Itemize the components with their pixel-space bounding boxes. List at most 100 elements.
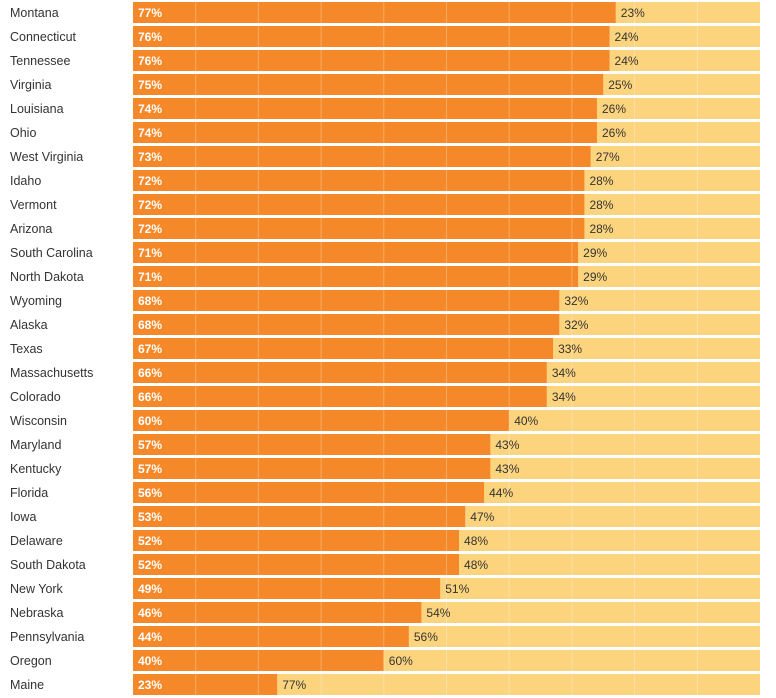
value-label-primary: 66% [138, 390, 162, 404]
value-label-secondary: 44% [489, 486, 513, 500]
value-label-secondary: 77% [282, 678, 306, 692]
value-label-primary: 72% [138, 174, 162, 188]
bar-primary [133, 2, 616, 23]
bar-secondary [383, 650, 760, 671]
category-label: South Carolina [10, 246, 93, 260]
value-label-primary: 72% [138, 198, 162, 212]
value-label-secondary: 48% [464, 534, 488, 548]
bar-primary [133, 122, 597, 143]
bar-primary [133, 410, 510, 431]
bar-primary [133, 386, 547, 407]
bar-primary [133, 194, 585, 215]
bar-secondary [408, 626, 760, 647]
bar-primary [133, 602, 422, 623]
bar-primary [133, 434, 491, 455]
value-label-primary: 52% [138, 534, 162, 548]
chart-rows: Montana 77% 23% Connecticut 76% 24% Tennessee 7… [10, 2, 760, 695]
bar-secondary [603, 74, 760, 95]
value-label-primary: 72% [138, 222, 162, 236]
value-label-secondary: 40% [514, 414, 538, 428]
bar-secondary [277, 674, 760, 695]
value-label-secondary: 26% [602, 126, 626, 140]
category-label: Connecticut [10, 30, 77, 44]
bar-secondary [553, 338, 760, 359]
bar-primary [133, 290, 560, 311]
category-label: Ohio [10, 126, 36, 140]
value-label-secondary: 28% [589, 198, 613, 212]
category-label: Tennessee [10, 54, 71, 68]
category-label: Colorado [10, 390, 61, 404]
bar-primary [133, 554, 460, 575]
value-label-primary: 49% [138, 582, 162, 596]
value-label-secondary: 24% [615, 30, 639, 44]
category-label: Nebraska [10, 606, 64, 620]
value-label-primary: 68% [138, 294, 162, 308]
bar-primary [133, 74, 604, 95]
category-label: Arizona [10, 222, 52, 236]
category-label: Oregon [10, 654, 52, 668]
category-label: Maryland [10, 438, 61, 452]
bar-primary [133, 242, 579, 263]
bar-secondary [596, 98, 760, 119]
bar-secondary [421, 602, 760, 623]
category-label: Iowa [10, 510, 36, 524]
value-label-secondary: 29% [583, 270, 607, 284]
bar-secondary [546, 362, 760, 383]
value-label-secondary: 28% [589, 174, 613, 188]
value-label-secondary: 32% [564, 294, 588, 308]
value-label-primary: 73% [138, 150, 162, 164]
category-label: Virginia [10, 78, 52, 92]
bar-secondary [590, 146, 760, 167]
bar-secondary [609, 26, 760, 47]
category-label: West Virginia [10, 150, 83, 164]
value-label-primary: 77% [138, 6, 162, 20]
bar-secondary [578, 266, 760, 287]
bar-secondary [584, 170, 760, 191]
bar-primary [133, 578, 441, 599]
bar-secondary [584, 218, 760, 239]
category-label: North Dakota [10, 270, 84, 284]
bar-primary [133, 98, 597, 119]
value-label-secondary: 34% [552, 366, 576, 380]
bar-primary [133, 458, 491, 479]
bar-primary [133, 266, 579, 287]
value-label-secondary: 60% [389, 654, 413, 668]
bar-primary [133, 506, 466, 527]
value-label-primary: 57% [138, 438, 162, 452]
value-label-primary: 40% [138, 654, 162, 668]
category-label: Massachusetts [10, 366, 93, 380]
value-label-primary: 52% [138, 558, 162, 572]
value-label-primary: 53% [138, 510, 162, 524]
bar-primary [133, 626, 409, 647]
value-label-primary: 23% [138, 678, 162, 692]
value-label-primary: 67% [138, 342, 162, 356]
bar-secondary [490, 434, 760, 455]
bar-secondary [440, 578, 760, 599]
category-label: New York [10, 582, 64, 596]
value-label-secondary: 23% [621, 6, 645, 20]
bar-primary [133, 314, 560, 335]
value-label-primary: 60% [138, 414, 162, 428]
value-label-primary: 74% [138, 102, 162, 116]
category-label: Idaho [10, 174, 41, 188]
value-label-secondary: 43% [495, 438, 519, 452]
value-label-primary: 57% [138, 462, 162, 476]
value-label-secondary: 47% [470, 510, 494, 524]
category-label: Wyoming [10, 294, 62, 308]
value-label-secondary: 34% [552, 390, 576, 404]
bar-secondary [459, 554, 760, 575]
bar-secondary [615, 2, 760, 23]
bar-primary [133, 146, 591, 167]
category-label: Maine [10, 678, 44, 692]
value-label-primary: 76% [138, 30, 162, 44]
category-label: Florida [10, 486, 48, 500]
bar-primary [133, 362, 547, 383]
value-label-primary: 75% [138, 78, 162, 92]
category-label: Texas [10, 342, 43, 356]
value-label-secondary: 32% [564, 318, 588, 332]
category-label: Delaware [10, 534, 63, 548]
bar-primary [133, 26, 610, 47]
value-label-secondary: 54% [426, 606, 450, 620]
bar-primary [133, 530, 460, 551]
